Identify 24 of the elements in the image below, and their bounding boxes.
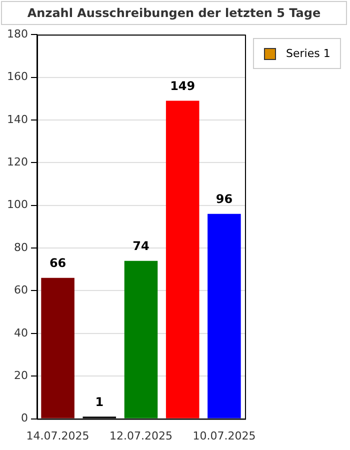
x-tick-label: 12.07.2025 — [110, 429, 172, 442]
y-tick-label: 140 — [6, 112, 28, 126]
data-label: 74 — [132, 238, 150, 253]
bar — [124, 260, 158, 418]
y-tick-label: 180 — [6, 27, 28, 40]
y-tick-label: 100 — [6, 198, 28, 212]
bar — [166, 100, 200, 418]
y-tick-label: 160 — [6, 70, 28, 84]
data-label: 149 — [170, 78, 196, 93]
data-label: 66 — [49, 256, 66, 270]
y-tick-label: 40 — [14, 326, 28, 340]
x-tick-label: 14.07.2025 — [26, 429, 90, 442]
data-label: 96 — [216, 192, 233, 206]
y-tick-label: 20 — [14, 368, 28, 382]
y-tick-label: 120 — [6, 156, 28, 169]
bar — [208, 214, 241, 418]
x-tick-label: 10.07.2025 — [192, 429, 256, 442]
data-label: 1 — [95, 394, 104, 409]
y-tick-label: 0 — [20, 412, 28, 425]
chart-title: Anzahl Ausschreibungen der letzten 5 Tage — [1, 1, 347, 25]
y-tick-label: 60 — [14, 284, 28, 297]
text: Series 1 — [286, 47, 330, 60]
y-tick-label: 80 — [14, 240, 28, 254]
bar — [41, 278, 74, 418]
